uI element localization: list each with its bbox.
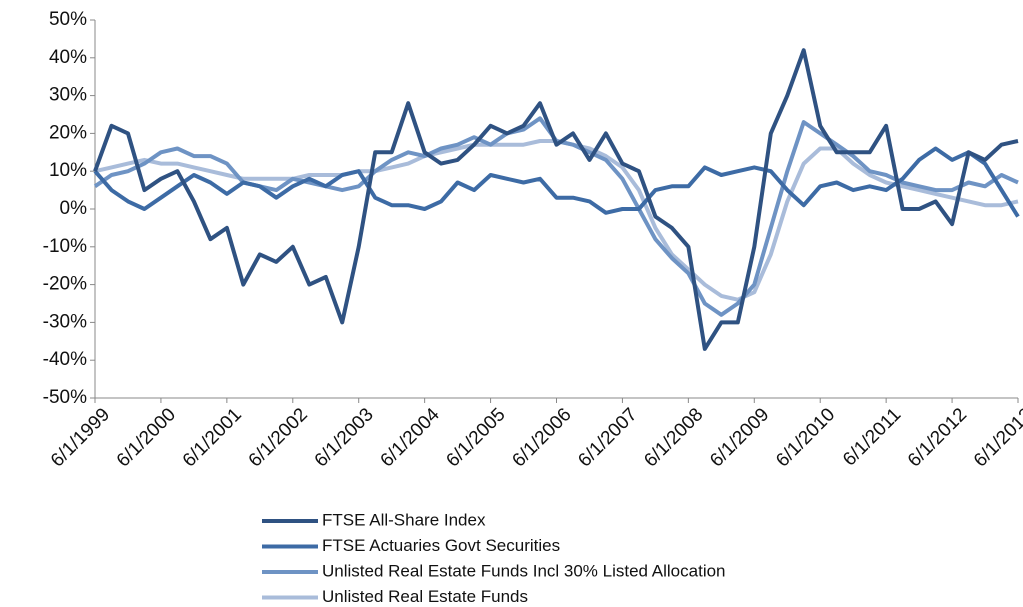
x-tick-label: 6/1/2006 xyxy=(508,404,575,471)
y-tick-label: -30% xyxy=(43,311,87,332)
x-tick-label: 6/1/2010 xyxy=(772,404,839,471)
series-line xyxy=(93,48,1019,351)
legend-label: FTSE All-Share Index xyxy=(322,510,486,529)
x-tick-label: 6/1/2009 xyxy=(706,404,773,471)
x-tick-label: 6/1/2002 xyxy=(245,404,312,471)
x-tick-label: 6/1/2007 xyxy=(574,404,641,471)
x-tick-label: 6/1/2000 xyxy=(113,404,180,471)
x-tick-label: 6/1/2011 xyxy=(839,404,905,470)
y-tick-label: 10% xyxy=(49,160,87,181)
y-tick-label: -40% xyxy=(43,349,87,370)
legend-label: Unlisted Real Estate Funds Incl 30% List… xyxy=(322,561,726,580)
x-tick-label: 6/1/2005 xyxy=(443,404,510,471)
y-tick-label: 30% xyxy=(49,85,87,106)
series-line xyxy=(93,116,1019,317)
series-line xyxy=(94,139,1019,302)
x-tick-label: 6/1/2008 xyxy=(640,404,707,471)
x-tick-label: 6/1/1999 xyxy=(47,404,114,471)
y-tick-label: 20% xyxy=(49,122,87,143)
x-tick-label: 6/1/2001 xyxy=(179,404,246,471)
x-tick-label: 6/1/2012 xyxy=(904,404,971,471)
y-tick-label: -10% xyxy=(43,236,87,257)
y-tick-label: -50% xyxy=(43,387,87,408)
x-tick-label: 6/1/2003 xyxy=(311,404,378,471)
x-tick-label: 6/1/2013 xyxy=(970,404,1023,471)
series-line xyxy=(93,146,1020,218)
x-tick-label: 6/1/2004 xyxy=(377,404,444,471)
y-tick-label: 50% xyxy=(49,9,87,30)
legend-label: FTSE Actuaries Govt Securities xyxy=(322,536,560,555)
y-tick-label: 40% xyxy=(49,47,87,68)
y-tick-label: 0% xyxy=(60,198,88,219)
y-tick-label: -20% xyxy=(43,274,87,295)
legend-label: Unlisted Real Estate Funds xyxy=(322,587,528,606)
